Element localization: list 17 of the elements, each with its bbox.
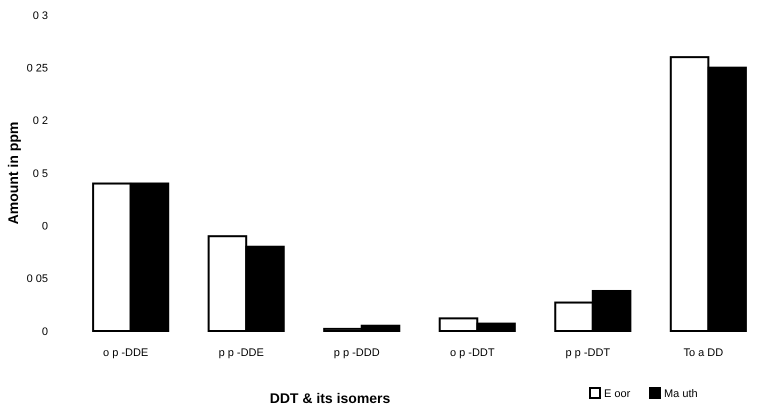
- legend-label: E oor: [604, 388, 631, 400]
- y-tick-label: 0 2: [32, 115, 48, 128]
- y-tick-label: 0: [42, 220, 48, 233]
- x-tick-label: p p -DDD: [334, 347, 380, 359]
- x-axis-title: DDT & its isomers: [270, 390, 391, 406]
- y-tick-label: 0 05: [26, 273, 48, 286]
- x-tick-label: p p -DDE: [218, 347, 264, 359]
- y-tick-label: 0: [42, 326, 48, 338]
- legend-label: Ma uth: [664, 388, 698, 400]
- y-tick-label: 0 25: [26, 62, 48, 75]
- y-axis-title: Amount in ppm: [5, 122, 21, 224]
- x-tick-label: o p -DDT: [450, 347, 495, 359]
- y-tick-label: 0 5: [32, 168, 48, 180]
- x-tick-label: p p -DDT: [565, 347, 610, 359]
- x-tick-label: To a DD: [683, 347, 724, 359]
- y-tick-label: 0 3: [32, 10, 48, 22]
- x-tick-label: o p -DDE: [103, 347, 148, 359]
